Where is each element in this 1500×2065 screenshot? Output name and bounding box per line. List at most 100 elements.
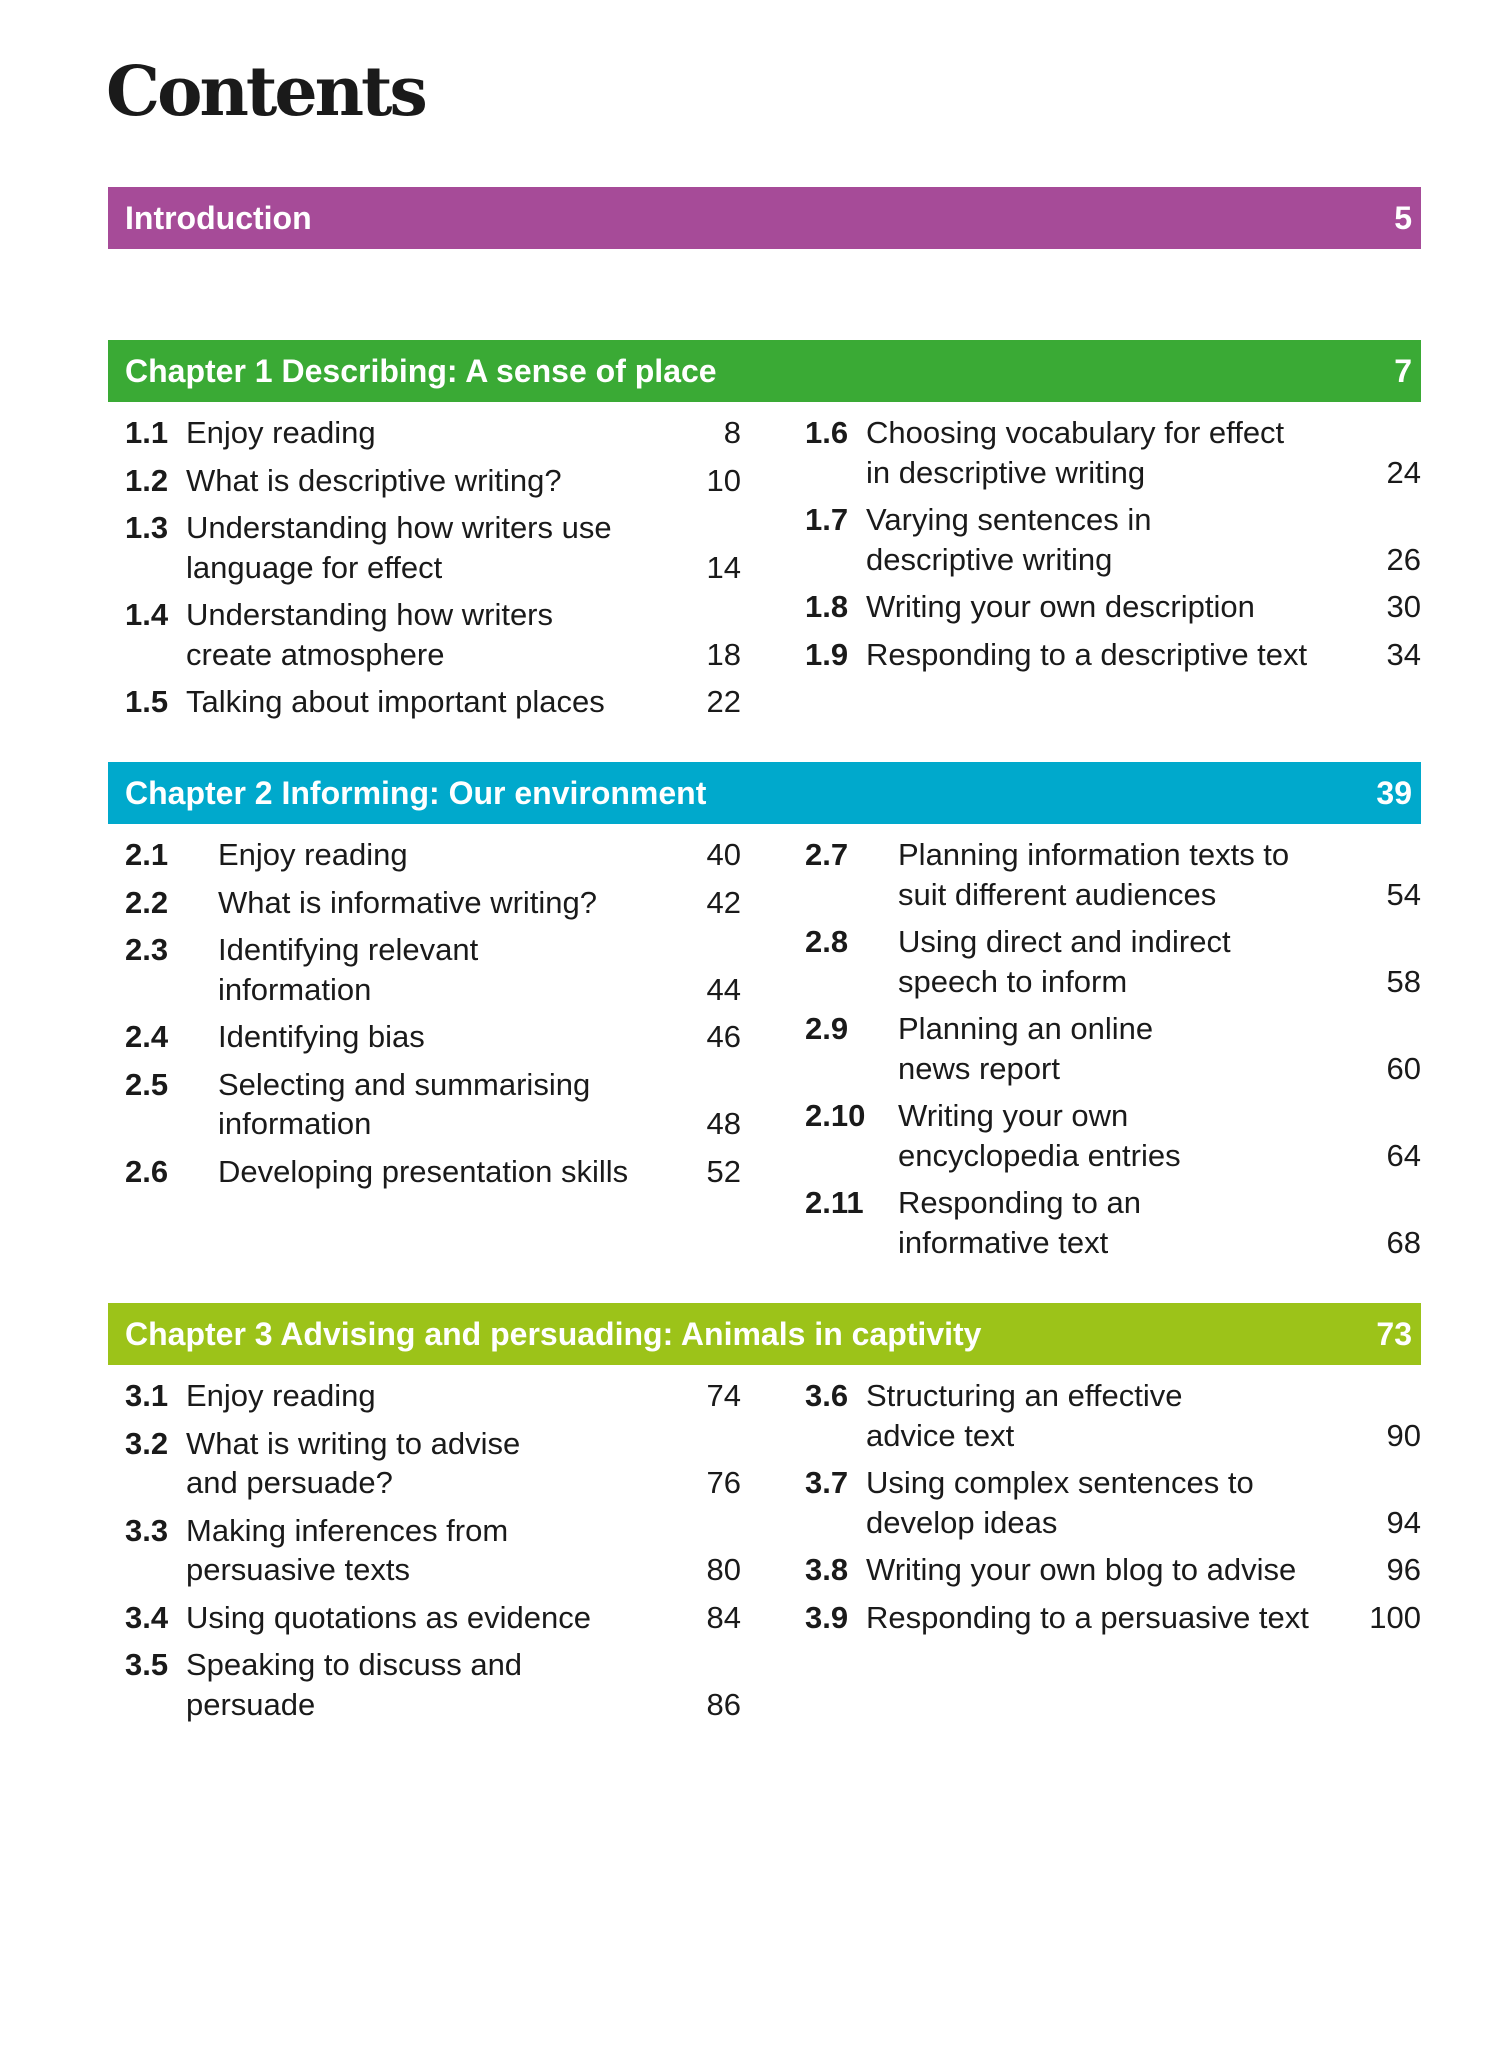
entry-title-line: persuade bbox=[186, 1686, 316, 1722]
toc-entry: 2.6 Developing presentation skills 52 bbox=[125, 1152, 741, 1192]
entry-title-line: Enjoy reading bbox=[218, 837, 408, 872]
chapter-title: Chapter 2 Informing: Our environment bbox=[125, 774, 707, 811]
entry-number: 2.11 bbox=[805, 1185, 864, 1220]
entry-title-line: news report bbox=[898, 1050, 1060, 1086]
entry-title-line: Writing your own blog to advise bbox=[866, 1552, 1297, 1587]
entry-page: 26 bbox=[1386, 541, 1421, 577]
entry-number: 1.3 bbox=[125, 510, 169, 545]
entry-title-line: Responding to an bbox=[898, 1185, 1142, 1220]
entry-title: Making inferences from persuasive texts bbox=[186, 1511, 707, 1590]
entry-title-line: Responding to a descriptive text bbox=[866, 636, 1308, 672]
toc-entry: 2.10 Writing your own encyclopedia entries… bbox=[805, 1096, 1421, 1175]
toc-entry: 3.3 Making inferences from persuasive text… bbox=[125, 1511, 741, 1590]
entry-title-line: Selecting and summarising bbox=[218, 1066, 591, 1102]
entry-page: 100 bbox=[1369, 1599, 1421, 1635]
entry-page: 80 bbox=[706, 1552, 741, 1587]
toc-entry: 2.9 Planning an online news report 60 bbox=[805, 1009, 1421, 1088]
toc-entry: 3.8 Writing your own blog to advise 96 bbox=[805, 1550, 1421, 1590]
entry-title-line: advice text bbox=[866, 1417, 1015, 1453]
entry-column: 1.1 Enjoy reading 8 1.2 What is descriptive … bbox=[125, 413, 741, 730]
entry-number: 1.7 bbox=[805, 502, 849, 537]
entry-title-line: create atmosphere bbox=[186, 636, 445, 672]
toc-entry: 2.5 Selecting and summarising information 4… bbox=[125, 1065, 741, 1144]
entry-number: 1.9 bbox=[805, 636, 849, 672]
chapter-page: 73 bbox=[1376, 1315, 1412, 1352]
toc-entry: 1.1 Enjoy reading 8 bbox=[125, 413, 741, 453]
entry-page: 64 bbox=[1386, 1137, 1421, 1173]
entry-page: 8 bbox=[723, 415, 741, 450]
entry-number: 3.5 bbox=[125, 1647, 169, 1682]
entry-title-line: Writing your own description bbox=[866, 589, 1255, 624]
entry-title: Planning information texts to suit differ… bbox=[898, 835, 1387, 914]
entry-title-line: What is informative writing? bbox=[218, 884, 598, 920]
entry-title: Writing your own encyclopedia entries bbox=[898, 1096, 1387, 1175]
entry-page: 24 bbox=[1386, 454, 1421, 490]
toc-entry: 3.7 Using complex sentences to develop ide… bbox=[805, 1463, 1421, 1542]
toc-entry: 1.3 Understanding how writers use language… bbox=[125, 508, 741, 587]
entry-page: 96 bbox=[1386, 1552, 1421, 1587]
entry-page: 68 bbox=[1386, 1224, 1421, 1260]
entry-page: 42 bbox=[706, 884, 741, 920]
entry-page: 74 bbox=[706, 1378, 741, 1413]
entry-number: 2.8 bbox=[805, 924, 849, 959]
entry-title: What is informative writing? bbox=[218, 883, 707, 923]
toc-entry: 3.6 Structuring an effective advice text 90 bbox=[805, 1376, 1421, 1455]
entry-title: Structuring an effective advice text bbox=[866, 1376, 1387, 1455]
entry-page: 94 bbox=[1386, 1504, 1421, 1540]
entry-page: 54 bbox=[1386, 876, 1421, 912]
entry-page: 18 bbox=[706, 636, 741, 672]
entry-title-line: Speaking to discuss and bbox=[186, 1647, 523, 1682]
entry-title-line: descriptive writing bbox=[866, 541, 1113, 577]
entry-title-line: Using direct and indirect bbox=[898, 924, 1231, 959]
entry-number: 3.1 bbox=[125, 1378, 169, 1413]
introduction-bar: Introduction 5 bbox=[108, 187, 1421, 249]
entry-title-line: Using complex sentences to bbox=[866, 1465, 1254, 1500]
entry-number: 2.2 bbox=[125, 884, 169, 920]
entry-number: 1.4 bbox=[125, 597, 169, 632]
entry-title: Responding to a persuasive text bbox=[866, 1598, 1369, 1638]
toc-entry: 3.1 Enjoy reading 74 bbox=[125, 1376, 741, 1416]
entry-number: 2.9 bbox=[805, 1011, 849, 1046]
entry-title: Writing your own description bbox=[866, 587, 1387, 627]
toc-entry: 1.9 Responding to a descriptive text 34 bbox=[805, 635, 1421, 675]
chapter-bar: Chapter 3 Advising and persuading: Anima… bbox=[108, 1303, 1421, 1365]
entry-title: Identifying relevant information bbox=[218, 930, 707, 1009]
entry-number: 3.2 bbox=[125, 1425, 169, 1461]
entry-title: Choosing vocabulary for effect in descrip… bbox=[866, 413, 1387, 492]
entry-title: Identifying bias bbox=[218, 1017, 707, 1057]
toc-entry: 2.1 Enjoy reading 40 bbox=[125, 835, 741, 875]
entry-number: 3.9 bbox=[805, 1599, 849, 1635]
entry-page: 52 bbox=[706, 1153, 741, 1189]
introduction-page: 5 bbox=[1394, 199, 1412, 236]
entry-title: Selecting and summarising information bbox=[218, 1065, 707, 1144]
entry-column: 2.1 Enjoy reading 40 2.2 What is informative… bbox=[125, 835, 741, 1199]
entry-title-line: Understanding how writers bbox=[186, 597, 554, 632]
toc-entry: 2.8 Using direct and indirect speech to in… bbox=[805, 922, 1421, 1001]
entry-title: Developing presentation skills bbox=[218, 1152, 707, 1192]
entry-title-line: What is writing to advise bbox=[186, 1425, 521, 1461]
entry-title: Writing your own blog to advise bbox=[866, 1550, 1387, 1590]
entry-page: 58 bbox=[1386, 963, 1421, 999]
toc-entry: 2.4 Identifying bias 46 bbox=[125, 1017, 741, 1057]
entry-title-line: informative text bbox=[898, 1224, 1109, 1260]
entry-title-line: Identifying bias bbox=[218, 1019, 425, 1054]
entry-title: Speaking to discuss and persuade bbox=[186, 1645, 707, 1724]
entry-title-line: Varying sentences in bbox=[866, 502, 1152, 537]
entry-title-line: encyclopedia entries bbox=[898, 1137, 1181, 1173]
entry-title-line: Enjoy reading bbox=[186, 415, 376, 450]
entry-number: 1.6 bbox=[805, 415, 849, 450]
toc-entry: 2.11 Responding to an informative text 68 bbox=[805, 1183, 1421, 1262]
entry-number: 2.3 bbox=[125, 932, 169, 967]
chapter-title: Chapter 1 Describing: A sense of place bbox=[125, 352, 717, 389]
toc-entry: 3.5 Speaking to discuss and persuade 86 bbox=[125, 1645, 741, 1724]
entry-page: 22 bbox=[706, 684, 741, 719]
toc-entry: 1.5 Talking about important places 22 bbox=[125, 682, 741, 722]
entry-title: Using quotations as evidence bbox=[186, 1598, 707, 1638]
entry-title-line: persuasive texts bbox=[186, 1552, 410, 1587]
entry-title-line: Identifying relevant bbox=[218, 932, 479, 967]
toc-entry: 1.2 What is descriptive writing? 10 bbox=[125, 461, 741, 501]
toc-entry: 2.7 Planning information texts to suit dif… bbox=[805, 835, 1421, 914]
entry-column: 2.7 Planning information texts to suit dif… bbox=[805, 835, 1421, 1270]
entry-title: Varying sentences in descriptive writing bbox=[866, 500, 1387, 579]
